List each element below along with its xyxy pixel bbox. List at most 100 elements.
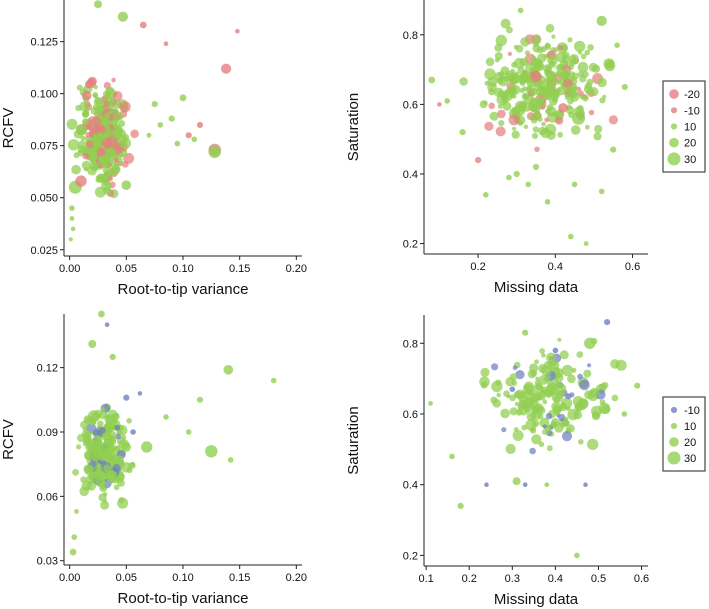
data-point: [557, 131, 563, 138]
data-point: [137, 391, 143, 396]
y-tick-label: 0.4: [403, 169, 418, 181]
data-point: [105, 137, 110, 142]
data-point: [87, 438, 94, 445]
data-point: [491, 380, 503, 393]
data-point: [537, 406, 546, 415]
data-point: [561, 54, 570, 63]
data-point: [515, 389, 525, 400]
data-point: [100, 484, 107, 490]
data-point: [540, 128, 551, 139]
data-point: [139, 21, 147, 29]
data-point: [76, 444, 82, 450]
data-point: [531, 132, 539, 139]
data-point: [511, 380, 518, 386]
data-point: [119, 137, 131, 149]
data-point: [538, 97, 545, 104]
legend-marker: [670, 107, 678, 114]
data-point: [163, 41, 169, 46]
data-point: [92, 429, 101, 437]
y-tick-label: 0.025: [30, 245, 58, 257]
data-point: [554, 373, 564, 383]
data-point: [82, 152, 89, 160]
data-point: [480, 367, 490, 377]
data-point: [580, 53, 587, 60]
data-point: [503, 390, 510, 398]
data-point: [511, 130, 520, 139]
data-point: [103, 101, 110, 107]
data-point: [80, 135, 86, 141]
data-point: [115, 433, 122, 440]
data-point: [558, 103, 568, 113]
y-tick-label: 0.06: [37, 491, 58, 503]
legend-marker: [667, 152, 681, 166]
data-point: [205, 445, 218, 458]
legend-label: 10: [684, 421, 696, 433]
data-point: [537, 413, 544, 419]
legend-label: 10: [684, 122, 696, 134]
data-point: [91, 126, 100, 135]
x-tick-label: 0.4: [548, 261, 563, 273]
data-point: [556, 71, 562, 76]
data-point: [564, 85, 577, 98]
data-point: [566, 424, 575, 433]
data-point: [95, 469, 106, 481]
data-point: [541, 121, 546, 127]
data-point: [585, 90, 591, 95]
data-point: [610, 359, 620, 369]
x-tick-label: 0.20: [286, 572, 307, 584]
data-point: [522, 86, 527, 92]
data-point: [555, 64, 563, 72]
data-point: [495, 34, 507, 47]
data-point: [598, 188, 605, 195]
x-tick-label: 0.1: [419, 573, 434, 585]
data-point: [485, 57, 495, 67]
scatter-panel-3: 0.00 0.05 0.10 0.15 0.20 0.03 0.06 0.09 0.12 Root…: [0, 310, 307, 607]
data-point: [568, 54, 580, 65]
data-point: [574, 40, 586, 53]
data-point: [120, 462, 132, 473]
x-tick-label: 0.00: [59, 572, 80, 584]
data-point: [584, 390, 594, 400]
data-point: [583, 369, 592, 378]
data-point: [509, 373, 518, 381]
data-point: [507, 51, 512, 57]
data-point: [577, 71, 585, 78]
data-point: [196, 396, 204, 403]
data-point: [550, 423, 556, 428]
data-point: [84, 451, 94, 461]
data-point: [514, 105, 526, 117]
data-point: [88, 340, 97, 348]
data-point: [86, 481, 97, 491]
data-point: [179, 94, 187, 102]
data-point: [70, 226, 76, 232]
data-point: [532, 163, 540, 171]
data-point: [511, 108, 518, 115]
data-point: [191, 136, 198, 143]
data-point: [558, 413, 566, 422]
x-tick-label: 0.05: [116, 572, 137, 584]
data-point: [491, 363, 499, 371]
data-point: [71, 534, 77, 540]
data-point: [497, 104, 503, 109]
data-point: [67, 139, 80, 151]
data-point: [529, 447, 536, 455]
data-point: [146, 132, 152, 138]
data-point: [564, 416, 569, 421]
data-point: [151, 101, 158, 108]
points: [428, 319, 641, 559]
data-point: [509, 386, 516, 393]
legend-marker: [667, 451, 681, 465]
data-point: [91, 420, 97, 425]
data-point: [459, 129, 466, 136]
y-tick-label: 0.8: [403, 30, 418, 42]
data-point: [111, 165, 121, 175]
data-point: [489, 111, 499, 121]
legend-label: 30: [684, 453, 696, 465]
data-point: [544, 199, 551, 205]
data-point: [437, 102, 442, 107]
data-point: [114, 424, 121, 431]
data-point: [509, 407, 518, 416]
data-point: [91, 116, 102, 127]
data-point: [96, 147, 106, 157]
